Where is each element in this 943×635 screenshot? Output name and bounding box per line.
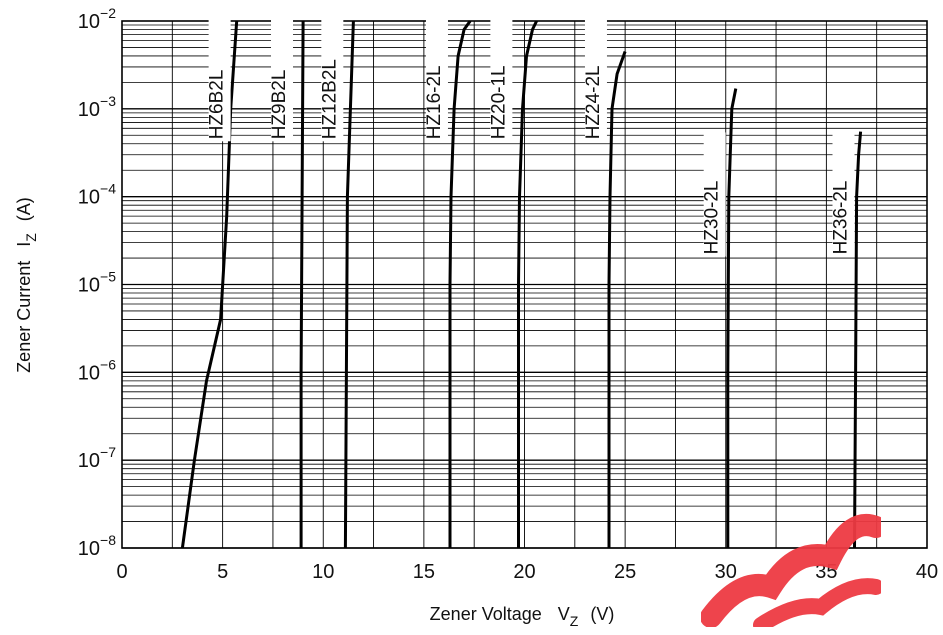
series-line-3	[343, 20, 355, 549]
curve-label-backdrop	[425, 17, 448, 142]
curve-label-backdrop	[321, 17, 344, 142]
y-axis-title: Zener Current IZ (A)	[14, 197, 39, 373]
series-line-6	[607, 50, 627, 548]
series-line-7	[726, 88, 738, 548]
series-group	[180, 20, 863, 549]
y-tick-label: 10−3	[78, 93, 116, 121]
curve-label-backdrop	[832, 132, 855, 257]
y-axis-symbol: I	[14, 242, 34, 247]
y-tick-label: 10−4	[78, 181, 116, 209]
y-tick-label: 10−6	[78, 356, 116, 384]
y-axis-subscript: Z	[23, 233, 39, 242]
curve-label-backdrop	[703, 132, 726, 257]
curve-label: HZ20-1L	[488, 65, 509, 139]
series-line-1	[180, 20, 239, 549]
curve-label: HZ36-2L	[831, 181, 852, 255]
x-tick-label: 25	[614, 561, 636, 583]
x-axis-title: Zener Voltage VZ (V)	[430, 604, 615, 629]
tick-labels: 0 5 10 15 20 25 30 35 4010−810−710−610−510−410−3…	[78, 5, 938, 583]
grid	[121, 20, 928, 549]
y-tick-label: 10−7	[78, 444, 116, 472]
series-line-2	[299, 20, 305, 548]
curve-label: HZ30-2L	[702, 181, 723, 255]
x-tick-label: 5	[217, 561, 228, 583]
x-axis-symbol: V	[558, 604, 570, 624]
series-line-8	[853, 131, 863, 549]
curve-label-backdrop	[208, 17, 231, 142]
watermark-logo	[701, 514, 881, 627]
series-line-5	[517, 20, 538, 548]
x-tick-label: 30	[715, 561, 737, 583]
y-tick-label: 10−5	[78, 269, 116, 297]
x-axis-unit: (V)	[590, 604, 614, 624]
curve-label-backdrop	[271, 17, 294, 142]
x-tick-label: 40	[916, 561, 938, 583]
x-tick-label: 20	[513, 561, 535, 583]
curve-label: HZ9B2L	[269, 70, 290, 140]
y-axis-title-text: Zener Current	[14, 261, 34, 373]
y-tick-label: 10−8	[78, 532, 116, 560]
curve-label: HZ6B2L	[207, 70, 228, 140]
x-tick-label: 10	[312, 561, 334, 583]
y-axis-unit: (A)	[14, 197, 34, 221]
curve-label: HZ12B2L	[319, 59, 340, 139]
plot-frame	[121, 20, 928, 549]
x-axis-title-text: Zener Voltage	[430, 604, 542, 624]
curve-labels: HZ6B2L HZ9B2L HZ12B2L HZ16-2L HZ20-1L HZ24-2L…	[207, 17, 855, 257]
curve-label: HZ24-2L	[583, 65, 604, 139]
curve-label-backdrop	[584, 17, 607, 142]
y-tick-label: 10−2	[78, 5, 116, 33]
x-tick-label: 0	[116, 561, 127, 583]
x-axis-subscript: Z	[570, 613, 579, 629]
x-tick-label: 15	[413, 561, 435, 583]
curve-label-backdrop	[490, 17, 513, 142]
series-line-4	[448, 20, 472, 548]
curve-label: HZ16-2L	[424, 65, 445, 139]
